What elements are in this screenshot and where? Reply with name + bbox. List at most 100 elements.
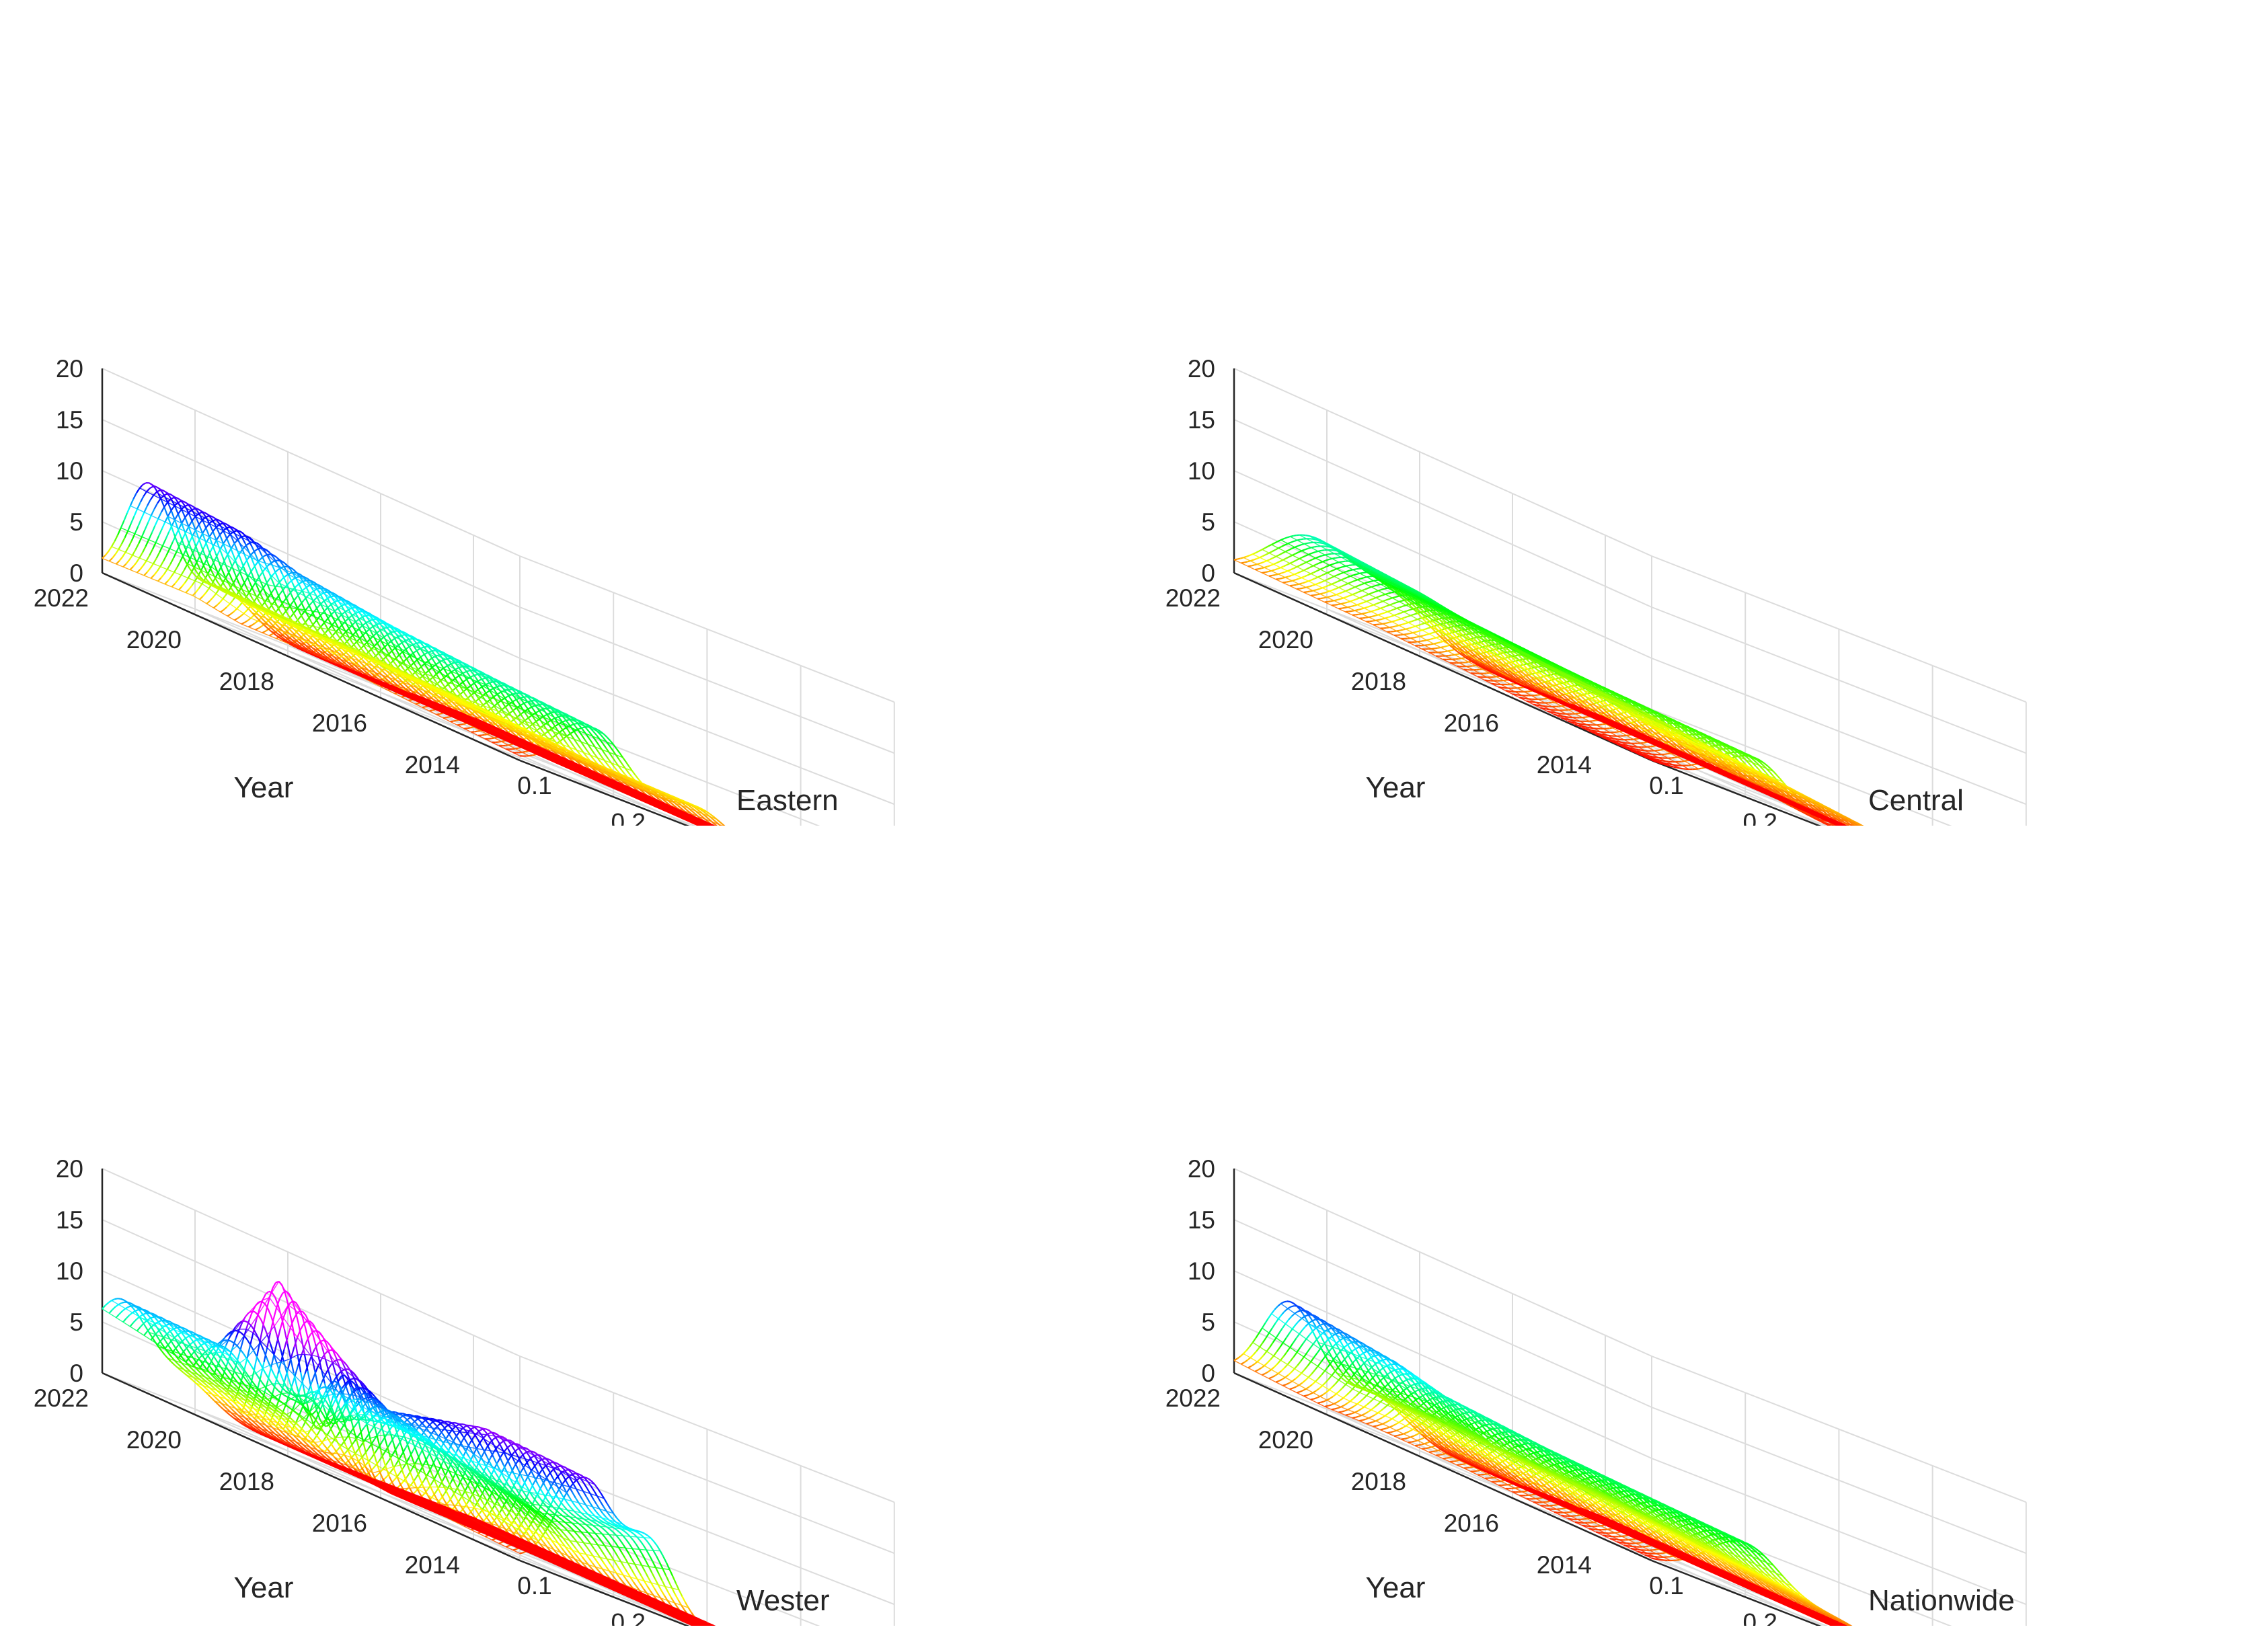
surface-segment <box>594 746 599 752</box>
surface-segment <box>558 746 563 750</box>
surface-segment <box>689 805 693 810</box>
surface-segment <box>663 799 668 803</box>
surface-segment <box>480 701 485 707</box>
surface-segment <box>566 736 571 742</box>
surface-segment <box>372 652 377 657</box>
surface-segment <box>540 712 545 718</box>
surface-segment <box>601 755 605 761</box>
surface-segment <box>453 676 458 682</box>
surface-segment <box>480 693 486 700</box>
surface-segment <box>580 741 585 747</box>
surface-segment <box>584 764 589 769</box>
surface-segment <box>459 686 465 693</box>
surface-segment <box>358 625 363 629</box>
surface-segment <box>601 749 606 755</box>
surface-segment <box>590 748 595 754</box>
surface-segment <box>596 764 601 769</box>
surface-segment <box>496 710 502 716</box>
surface-segment <box>609 745 613 751</box>
surface-segment <box>471 672 477 678</box>
surface-segment <box>244 620 248 623</box>
surface-segment <box>644 785 649 789</box>
axis-lines <box>101 368 690 826</box>
grid-line <box>102 419 521 608</box>
surface-segment <box>491 694 496 700</box>
surface-segment <box>271 572 276 577</box>
surface-segment <box>605 747 610 753</box>
surface-segment <box>418 670 422 676</box>
surface-segment <box>516 699 521 705</box>
surface-segment <box>442 683 447 689</box>
surface-segment <box>621 769 625 775</box>
surface-segment <box>418 663 424 670</box>
surface-segment <box>488 738 492 740</box>
surface-segment <box>447 666 452 672</box>
surface-segment <box>516 729 521 734</box>
surface-segment <box>583 746 588 752</box>
surface-segment <box>700 808 705 811</box>
surface-segment <box>338 614 342 619</box>
surface-segment <box>631 770 636 776</box>
surface-segment <box>703 810 707 815</box>
surface-segment <box>313 596 317 601</box>
surface-segment <box>528 715 533 719</box>
surface-segment <box>543 717 548 723</box>
surface-segment <box>628 766 633 772</box>
surface-segment <box>414 640 418 645</box>
surface-segment <box>627 772 632 777</box>
surface-segment <box>578 725 584 730</box>
surface-segment <box>458 667 463 673</box>
surface-segment <box>531 734 535 739</box>
surface-segment <box>541 730 547 736</box>
surface-segment <box>455 689 461 695</box>
surface-segment <box>526 707 531 713</box>
surface-segment <box>258 625 262 629</box>
surface-segment <box>254 620 258 625</box>
surface-segment <box>691 810 695 814</box>
surface-segment <box>712 818 716 822</box>
surface-segment <box>581 734 586 740</box>
surface-segment <box>697 806 701 810</box>
surface-segment <box>426 643 430 646</box>
surface-segment <box>705 816 709 820</box>
surface-segment <box>434 650 439 654</box>
surface-segment <box>499 689 504 696</box>
surface-segment <box>570 740 574 746</box>
surface-segment <box>493 693 498 697</box>
surface-segment <box>560 727 565 733</box>
surface-segment <box>485 684 490 691</box>
surface-segment <box>419 690 424 695</box>
surface-segment <box>460 678 465 685</box>
surface-segment <box>463 691 467 697</box>
surface-segment <box>494 706 498 712</box>
surface-segment <box>247 617 252 621</box>
surface-segment <box>660 794 665 799</box>
surface-segment <box>464 676 469 682</box>
surface-segment <box>602 742 607 748</box>
surface-segment <box>586 727 590 733</box>
surface-segment <box>424 673 430 679</box>
surface-segment <box>412 660 416 666</box>
surface-segment <box>577 762 582 766</box>
surface-segment <box>619 752 624 758</box>
surface-segment <box>600 761 605 766</box>
surface-segment <box>615 748 621 754</box>
surface-segment <box>592 731 597 736</box>
surface-segment <box>537 737 542 742</box>
surface-segment <box>428 646 432 652</box>
surface-segment <box>386 658 391 664</box>
surface-segment <box>450 671 455 677</box>
surface-segment <box>514 720 519 725</box>
surface-segment <box>433 660 438 667</box>
surface-segment <box>414 665 420 671</box>
surface-segment <box>443 676 447 682</box>
surface-segment <box>608 752 613 758</box>
surface-segment <box>419 656 424 662</box>
surface-segment <box>457 673 462 680</box>
surface-segment <box>469 666 474 670</box>
surface-segment <box>521 693 525 699</box>
surface-segment <box>504 713 508 719</box>
surface-segment <box>586 750 591 756</box>
surface-segment <box>545 728 550 734</box>
surface-segment <box>618 758 623 764</box>
